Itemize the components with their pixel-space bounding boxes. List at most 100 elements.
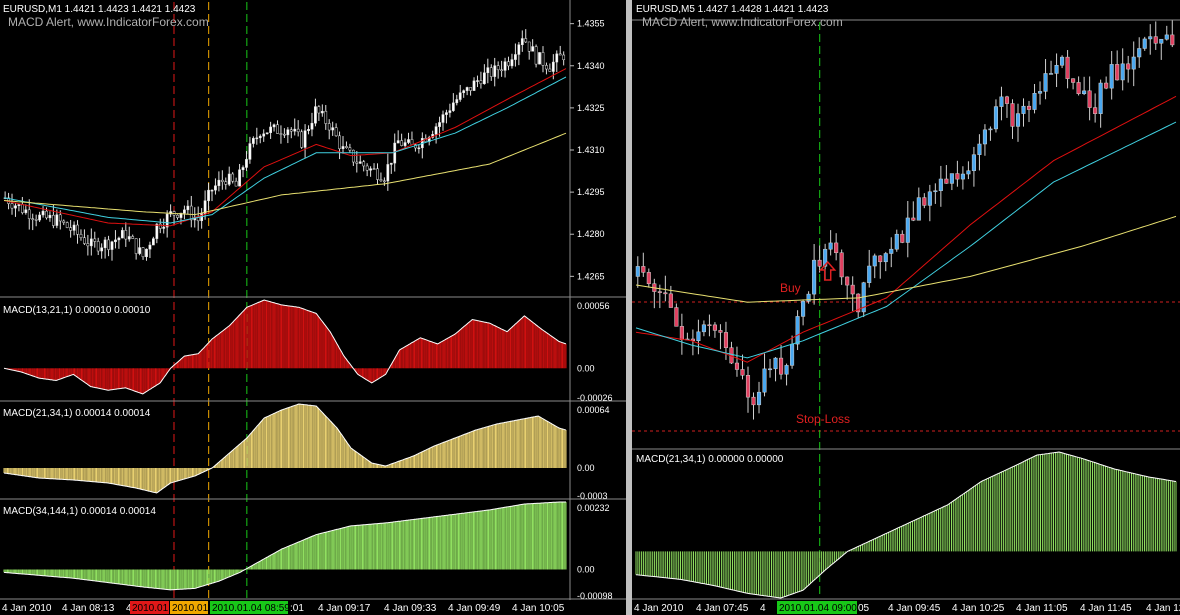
left-candle — [358, 161, 362, 164]
left-candle — [486, 67, 490, 74]
time-label: 4 Jan 10:25 — [952, 603, 1005, 614]
left-candle — [300, 131, 304, 148]
left-candle — [531, 46, 535, 52]
left-candle — [76, 224, 79, 235]
right-candle — [784, 365, 789, 375]
right-candle — [679, 326, 684, 341]
left-candle — [538, 52, 541, 65]
left-candle — [510, 59, 514, 67]
left-candle — [27, 209, 31, 219]
left-candle — [207, 189, 210, 201]
right-candle — [949, 173, 954, 184]
right-watermark: MACD Alert, www.IndicatorForex.com — [642, 15, 843, 29]
right-candle — [938, 178, 943, 191]
left-candle — [483, 72, 486, 85]
macd2-tick-label: 0.00064 — [577, 405, 610, 415]
right-candle — [740, 369, 745, 376]
left-candle — [417, 147, 421, 150]
right-candle — [663, 292, 668, 295]
right-candle — [812, 259, 817, 295]
left-candle — [445, 112, 448, 115]
right-candle — [922, 197, 927, 206]
left-candle — [31, 218, 35, 220]
left-candle — [372, 168, 376, 170]
time-marker-label: 2010.01.04 08:59 — [212, 603, 290, 614]
left-candle — [93, 238, 97, 242]
left-candle — [562, 54, 566, 60]
time-label: 4 Jan 09:49 — [448, 603, 501, 614]
left-candle — [541, 52, 545, 66]
left-candle — [389, 162, 393, 165]
price-tick-label: 1.4295 — [577, 187, 605, 197]
right-candle — [1021, 105, 1026, 114]
left-candle — [479, 80, 483, 85]
left-candle — [96, 241, 100, 252]
right-macd-histogram — [635, 451, 1177, 599]
left-candle — [551, 61, 555, 72]
left-candle — [158, 223, 162, 229]
left-candle — [310, 122, 314, 130]
left-candle — [465, 87, 469, 91]
left-candle — [362, 161, 366, 167]
right-candle — [1093, 107, 1098, 114]
right-candle — [806, 293, 811, 302]
left-candle — [214, 185, 217, 191]
left-candle — [407, 139, 410, 143]
left-candle — [17, 204, 21, 206]
left-candle — [303, 130, 307, 148]
left-candle — [117, 237, 121, 241]
right-candle — [795, 316, 800, 345]
left-macd3-title: MACD(34,144,1) 0.00014 0.00014 — [3, 506, 156, 517]
right-candle — [696, 331, 701, 341]
right-candle — [790, 343, 795, 366]
left-candle — [179, 212, 183, 218]
right-candle — [1071, 78, 1076, 83]
left-candle — [476, 80, 479, 82]
right-candle — [1054, 65, 1059, 74]
left-candle — [296, 128, 300, 133]
right-candle — [1049, 73, 1054, 75]
left-candle — [272, 124, 276, 128]
panel-divider[interactable] — [626, 0, 632, 615]
right-candle — [839, 252, 844, 278]
left-candle — [383, 180, 386, 183]
left-candle — [251, 138, 255, 144]
time-marker-0 — [130, 601, 169, 614]
time-label: 4 Jan 12 — [1146, 603, 1180, 614]
left-candle — [507, 61, 510, 67]
left-candle — [176, 214, 179, 218]
left-candle — [100, 247, 104, 252]
left-candle — [493, 65, 497, 77]
time-label: 4 Jan 10:05 — [512, 603, 565, 614]
right-candle — [1170, 34, 1175, 46]
right-candle — [960, 173, 965, 180]
right-candle — [1087, 90, 1092, 108]
left-candle — [238, 169, 241, 187]
left-candle — [145, 248, 148, 258]
left-candle — [334, 127, 338, 137]
left-candle — [189, 205, 193, 221]
left-candle — [217, 179, 221, 186]
left-candle — [351, 149, 355, 163]
left-candle — [262, 133, 266, 137]
price-tick-label: 1.4355 — [577, 19, 605, 29]
right-macd-signal — [635, 451, 1177, 599]
macd2-tick-label: -0.0003 — [577, 491, 608, 501]
moving-average-1 — [635, 121, 1177, 359]
left-candle — [52, 214, 55, 226]
left-candle — [324, 110, 328, 124]
right-candle — [701, 324, 706, 333]
left-candle — [455, 99, 459, 104]
time-label-partial: :01 — [290, 603, 304, 614]
left-candle — [496, 65, 500, 71]
time-marker-label: 2010.01. — [132, 603, 171, 614]
left-candle — [86, 243, 90, 247]
left-candle — [393, 142, 397, 164]
left-candle — [307, 129, 310, 131]
time-label: 4 Jan 2010 — [2, 603, 52, 614]
macd1-tick-label: 0.00 — [577, 363, 595, 373]
left-candle — [62, 220, 66, 223]
right-candle — [1164, 34, 1169, 40]
moving-average-2 — [3, 132, 567, 216]
time-label-partial: 4 — [126, 603, 132, 614]
